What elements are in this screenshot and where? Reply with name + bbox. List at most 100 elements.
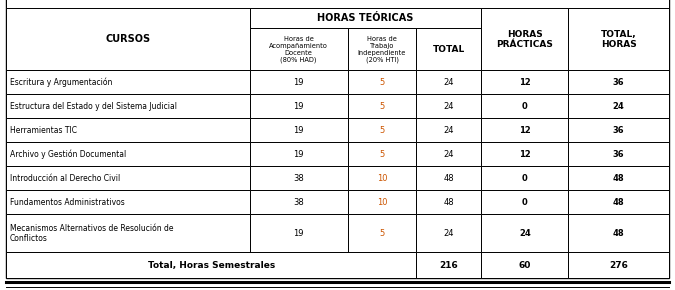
Bar — [6, 142, 250, 166]
Text: Fundamentos Administrativos: Fundamentos Administrativos — [10, 198, 125, 207]
Text: 48: 48 — [613, 229, 624, 238]
Text: 24: 24 — [613, 102, 624, 111]
Text: 276: 276 — [610, 261, 628, 270]
Bar — [6, 190, 250, 214]
Text: 48: 48 — [613, 198, 624, 207]
Text: 36: 36 — [613, 126, 624, 135]
Bar — [481, 94, 568, 118]
Text: 0: 0 — [522, 198, 528, 207]
Bar — [348, 118, 416, 142]
Text: Total, Horas Semestrales: Total, Horas Semestrales — [148, 261, 275, 270]
Text: 24: 24 — [443, 78, 454, 87]
Bar — [568, 166, 669, 190]
Bar — [6, 214, 250, 252]
Text: 24: 24 — [443, 229, 454, 238]
Bar — [416, 190, 481, 214]
Bar — [250, 118, 348, 142]
Text: 48: 48 — [443, 198, 454, 207]
Bar — [250, 70, 348, 94]
Bar — [568, 190, 669, 214]
Bar — [416, 252, 481, 278]
Bar — [6, 0, 669, 8]
Bar — [481, 214, 568, 252]
Text: 0: 0 — [522, 102, 528, 111]
Text: 5: 5 — [379, 126, 385, 135]
Bar — [348, 190, 416, 214]
Text: TOTAL,
HORAS: TOTAL, HORAS — [601, 30, 637, 49]
Text: 5: 5 — [379, 229, 385, 238]
Bar — [348, 28, 416, 70]
Bar — [416, 28, 481, 70]
Text: I SEMESTRE: I SEMESTRE — [300, 0, 375, 2]
Bar — [250, 94, 348, 118]
Text: HORAS
PRÁCTICAS: HORAS PRÁCTICAS — [496, 30, 554, 49]
Bar — [250, 214, 348, 252]
Bar — [481, 70, 568, 94]
Bar — [416, 118, 481, 142]
Text: 36: 36 — [613, 78, 624, 87]
Text: 5: 5 — [379, 150, 385, 159]
Bar — [416, 142, 481, 166]
Text: Estructura del Estado y del Sistema Judicial: Estructura del Estado y del Sistema Judi… — [10, 102, 177, 111]
Text: Escritura y Argumentación: Escritura y Argumentación — [10, 78, 113, 87]
Bar — [6, 94, 250, 118]
Text: 10: 10 — [377, 174, 387, 183]
Text: 48: 48 — [613, 174, 624, 183]
Bar — [481, 118, 568, 142]
Bar — [568, 70, 669, 94]
Text: 19: 19 — [294, 126, 304, 135]
Text: 38: 38 — [294, 174, 304, 183]
Text: Horas de
Trabajo
Independiente
(20% HTI): Horas de Trabajo Independiente (20% HTI) — [358, 36, 406, 63]
Text: 19: 19 — [294, 229, 304, 238]
Text: Archivo y Gestión Documental: Archivo y Gestión Documental — [10, 150, 126, 159]
Text: HORAS TEÓRICAS: HORAS TEÓRICAS — [317, 13, 414, 23]
Bar — [481, 142, 568, 166]
Bar — [250, 28, 348, 70]
Bar — [481, 8, 568, 70]
Text: 36: 36 — [613, 150, 624, 159]
Bar — [416, 94, 481, 118]
Bar — [568, 8, 669, 70]
Bar — [348, 94, 416, 118]
Text: 24: 24 — [519, 229, 531, 238]
Bar — [348, 70, 416, 94]
Text: 10: 10 — [377, 198, 387, 207]
Text: 12: 12 — [519, 78, 531, 87]
Text: Herramientas TIC: Herramientas TIC — [10, 126, 77, 135]
Bar — [250, 190, 348, 214]
Text: Horas de
Acompañamiento
Docente
(80% HAD): Horas de Acompañamiento Docente (80% HAD… — [269, 36, 328, 63]
Bar — [416, 166, 481, 190]
Bar — [416, 70, 481, 94]
Bar — [6, 8, 250, 70]
Bar — [250, 166, 348, 190]
Text: CURSOS: CURSOS — [105, 34, 151, 44]
Bar — [6, 166, 250, 190]
Bar — [568, 142, 669, 166]
Bar — [6, 252, 416, 278]
Text: 19: 19 — [294, 150, 304, 159]
Text: 48: 48 — [443, 174, 454, 183]
Bar — [568, 94, 669, 118]
Text: 60: 60 — [518, 261, 531, 270]
Text: 38: 38 — [294, 198, 304, 207]
Text: 12: 12 — [519, 126, 531, 135]
Text: 24: 24 — [443, 102, 454, 111]
Bar — [416, 214, 481, 252]
Text: Introducción al Derecho Civil: Introducción al Derecho Civil — [10, 174, 120, 183]
Text: 24: 24 — [443, 150, 454, 159]
Text: 0: 0 — [522, 174, 528, 183]
Bar — [481, 190, 568, 214]
Text: 5: 5 — [379, 102, 385, 111]
Text: 19: 19 — [294, 78, 304, 87]
Bar — [348, 142, 416, 166]
Bar — [348, 214, 416, 252]
Bar — [568, 118, 669, 142]
Text: 5: 5 — [379, 78, 385, 87]
Bar — [568, 214, 669, 252]
Bar — [250, 142, 348, 166]
Bar — [6, 70, 250, 94]
Bar — [250, 8, 481, 28]
Bar — [6, 118, 250, 142]
Text: 19: 19 — [294, 102, 304, 111]
Text: Mecanismos Alternativos de Resolución de
Conflictos: Mecanismos Alternativos de Resolución de… — [10, 224, 173, 243]
